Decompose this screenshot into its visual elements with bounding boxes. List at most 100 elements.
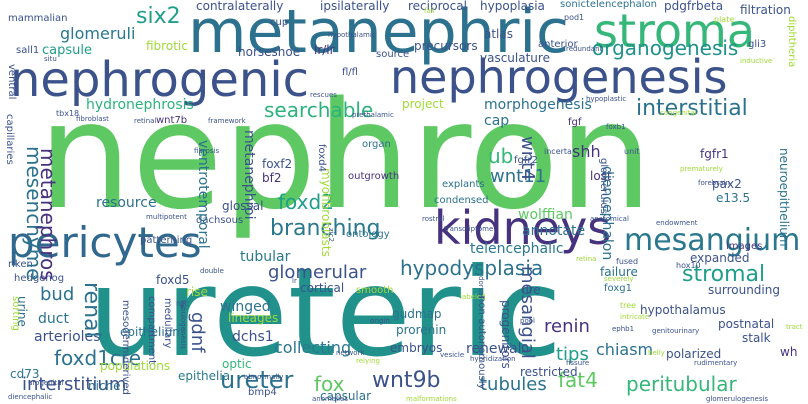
word-fl-fl: fl/fl (342, 67, 358, 78)
word-gudmap: gudmap (392, 307, 442, 321)
word-fissure: fissure (566, 359, 590, 367)
word-nephrogenesis: nephrogenesis (390, 50, 728, 104)
word-ipsilaterally: ipsilaterally (320, 0, 390, 13)
word-source: source (376, 49, 410, 60)
word-fused: fused (616, 257, 639, 266)
word-fat4: fat4 (558, 368, 598, 392)
word-ventral: ventral (6, 64, 17, 100)
word-postnatal: postnatal (718, 317, 775, 331)
word-atlas: atlas (484, 27, 513, 41)
word-hypothalamus: hypothalamus (640, 303, 726, 317)
word-redundant: redundant (566, 45, 603, 53)
word-double: double (200, 267, 224, 275)
word-cap: cap (484, 113, 510, 129)
word-glomerular: glomerular (268, 262, 367, 283)
word-organ: organ (362, 139, 391, 150)
word-bud: bud (40, 284, 75, 305)
word-cre: cre (522, 283, 541, 297)
word-prorenin: prorenin (396, 323, 447, 337)
word-riken: riken (8, 259, 33, 270)
word-anatomical: anatomical (590, 215, 629, 223)
word-chiasm: chiasm (596, 340, 654, 359)
word-project: project (402, 97, 444, 111)
word-tbx18: tbx18 (56, 109, 80, 118)
word-rgc: rgc (176, 299, 189, 308)
word-malformations: malformations (406, 395, 457, 403)
word-cortical: cortical (300, 281, 345, 295)
word-fail: fail (424, 7, 435, 15)
word-telencephalic: telencephalic (470, 241, 564, 257)
word-capsule: capsule (42, 43, 92, 58)
word-mesangium: mesangium (624, 223, 801, 258)
word-fgf: fgf (568, 117, 582, 128)
word-nephron: nephron (38, 70, 653, 242)
word-retina: retina (576, 255, 597, 263)
word-sall1: sall1 (16, 45, 40, 56)
word-stromal: stromal (682, 262, 766, 287)
word-pool: pool (520, 317, 535, 325)
word-genitourinary: genitourinary (652, 327, 700, 335)
word-sonictelencephalon: sonictelencephalon (560, 0, 657, 10)
word-wolffian: wolffian (518, 207, 573, 223)
word-arterioles: arterioles (34, 329, 101, 345)
word-surrounding: surrounding (708, 283, 780, 297)
word-multipotent: multipotent (146, 213, 187, 221)
word-capillaries: capillaries (4, 114, 15, 165)
word-polarized: polarized (666, 347, 722, 361)
word-embryos: embryos (390, 341, 443, 355)
word-zic2: zic2 (327, 228, 335, 242)
word-unit: unit (624, 147, 640, 156)
word-collecting: collecting (274, 338, 352, 357)
word-glossal: glossal (222, 199, 264, 213)
word-prethalamic: prethalamic (352, 111, 394, 119)
word-incerta: incerta (544, 147, 572, 156)
word-horseshoe: horseshoe (238, 45, 301, 59)
word-epithelium: epithelium (120, 325, 184, 339)
word-cup: cup (270, 17, 289, 28)
word-anomalies: anomalies (312, 395, 348, 403)
word-ephb1: ephb1 (612, 325, 635, 333)
word-prematurely: prematurely (680, 165, 723, 173)
word-retinal: retinal (134, 117, 157, 125)
word-six2: six2 (136, 4, 181, 29)
word-foxb1: foxb1 (606, 123, 626, 131)
word-hypoplastic: hypoplastic (586, 95, 627, 103)
word-pdgfrbeta: pdgfrbeta (664, 0, 724, 13)
word-glomeruli: glomeruli (60, 24, 136, 43)
word-belly: belly (648, 349, 665, 357)
word-renin: renin (544, 316, 590, 337)
word-stalk: stalk (742, 331, 771, 345)
word-shh: shh (572, 142, 601, 161)
word-gli3: gli3 (748, 39, 767, 50)
word-patterning: patterning (140, 235, 193, 246)
word-explants: explants (442, 179, 485, 190)
word-mesoderm-derived: mesoderm-derived (120, 300, 131, 395)
word-sorting: sorting (10, 296, 21, 331)
word-ureteric: ureteric (88, 242, 562, 384)
word-abnormally: abnormally (244, 373, 284, 381)
word-hypothalamic: hypothalamic (328, 31, 376, 39)
word-forebrain: forebrain (698, 179, 730, 187)
word-intricate: intricate (620, 313, 650, 321)
word-branching: branching (270, 216, 381, 241)
word-searchable: searchable (264, 98, 374, 122)
word-foxd4: foxd4 (316, 144, 327, 172)
word-bf2: bf2 (262, 171, 282, 185)
word-metanephroi: metanephroi (241, 130, 257, 220)
word-glomerulus: glomerulus (598, 158, 609, 214)
word-images: images (726, 241, 763, 252)
word-rise: rise (186, 285, 208, 299)
word-diencephalic: diencephalic (8, 393, 53, 401)
word-urogenital: urogenital (28, 379, 64, 387)
word-condensed: condensed (434, 195, 489, 206)
word-dachsous: dachsous (196, 215, 244, 226)
word-glomerulogenesis: glomerulogenesis (706, 395, 769, 403)
word-endowment: endowment (656, 219, 698, 227)
word-stroma: stroma (594, 4, 756, 58)
word-organogenesis: organogenesis (592, 36, 739, 60)
word-compartment: compartment (146, 296, 157, 365)
word-winged: winged (220, 299, 271, 315)
word-tree: tree (620, 301, 637, 310)
word-diphtheria: diphtheria (786, 16, 797, 68)
word-tips: tips (556, 344, 589, 365)
